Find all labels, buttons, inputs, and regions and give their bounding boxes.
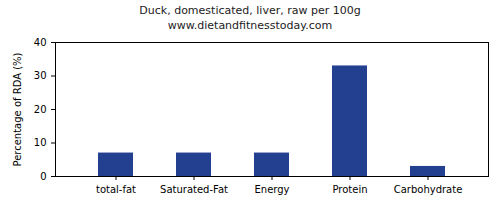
- svg-text:40: 40: [34, 37, 47, 48]
- svg-text:10: 10: [34, 137, 47, 148]
- svg-text:Percentage of RDA (%): Percentage of RDA (%): [12, 52, 23, 166]
- html-text:Duck, domesticated, liver, raw: Duck, domesticated, liver, raw per 100g: [139, 4, 361, 17]
- svg-text:total-fat: total-fat: [96, 184, 136, 195]
- svg-text:Protein: Protein: [332, 184, 367, 195]
- svg-text:0: 0: [40, 171, 46, 182]
- svg-text:30: 30: [34, 70, 47, 81]
- svg-text:Saturated-Fat: Saturated-Fat: [160, 184, 228, 195]
- html-text:www.dietandfitnesstoday.com: www.dietandfitnesstoday.com: [167, 19, 333, 32]
- svg-text:20: 20: [34, 104, 47, 115]
- svg-text:Carbohydrate: Carbohydrate: [394, 184, 463, 195]
- svg-text:Energy: Energy: [254, 184, 289, 195]
